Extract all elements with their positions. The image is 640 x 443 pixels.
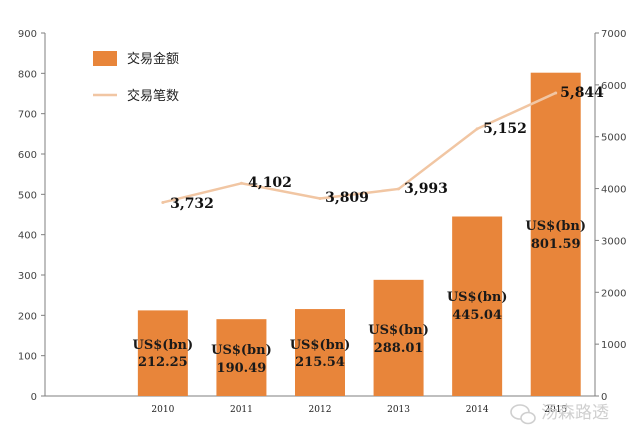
right-tick-label: 4000 xyxy=(601,185,626,196)
wechat-icon xyxy=(510,404,536,425)
bar xyxy=(137,310,188,396)
x-tick-label: 2014 xyxy=(466,405,489,415)
bar-label-value: 288.01 xyxy=(374,341,424,356)
line-label: 5,152 xyxy=(483,121,527,137)
left-tick-label: 400 xyxy=(18,231,37,242)
x-tick-label: 2015 xyxy=(544,405,567,415)
line-point xyxy=(475,127,479,131)
bar xyxy=(295,309,345,396)
left-tick-label: 700 xyxy=(18,110,37,121)
right-tick-label: 3000 xyxy=(601,236,626,247)
bar-label-value: 445.04 xyxy=(452,308,502,323)
right-tick-label: 5000 xyxy=(601,133,626,144)
line-label: 5,844 xyxy=(560,85,604,101)
right-tick-label: 0 xyxy=(601,392,607,403)
bar-label-unit: US$(bn) xyxy=(368,323,429,338)
watermark-text: 汤森路透 xyxy=(541,403,609,423)
watermark: 汤森路透 xyxy=(510,403,609,425)
bar-label-value: 190.49 xyxy=(217,361,267,376)
right-tick-label: 1000 xyxy=(601,340,626,351)
right-tick-label: 2000 xyxy=(601,288,626,299)
left-tick-label: 0 xyxy=(31,392,37,403)
left-tick-label: 600 xyxy=(18,150,37,161)
line-label: 3,993 xyxy=(404,181,448,197)
wechat-bubble-small xyxy=(520,411,536,425)
line-path xyxy=(162,91,557,204)
bar xyxy=(530,72,581,397)
x-tick-label: 2011 xyxy=(230,405,253,415)
x-tick-label: 2010 xyxy=(151,405,174,415)
line-point xyxy=(161,200,165,204)
line-label: 3,732 xyxy=(170,196,214,212)
line-label: 4,102 xyxy=(248,175,292,191)
line-point xyxy=(239,181,243,185)
axes: 0 100 200 300 400 500 600 700 800 900 0 1000 2000 300… xyxy=(18,29,627,415)
left-tick-label: 900 xyxy=(18,29,37,40)
bar-label-unit: US$(bn) xyxy=(133,338,194,353)
legend-label-line: 交易笔数 xyxy=(127,88,179,104)
bar-label-value: 215.54 xyxy=(295,355,345,370)
line-point xyxy=(318,196,322,200)
bar-label-unit: US$(bn) xyxy=(211,343,272,358)
bar xyxy=(452,216,503,396)
bar xyxy=(373,279,424,396)
left-tick-label: 200 xyxy=(18,311,37,322)
bar-label-unit: US$(bn) xyxy=(290,338,351,353)
bar xyxy=(216,319,267,396)
line-label: 3,809 xyxy=(325,190,369,206)
left-tick-label: 300 xyxy=(18,271,37,282)
line-point xyxy=(554,91,558,95)
line-point xyxy=(397,187,401,191)
left-tick-label: 500 xyxy=(18,190,37,201)
x-tick-label: 2012 xyxy=(309,405,332,415)
right-tick-label: 6000 xyxy=(601,81,626,92)
x-tick-label: 2013 xyxy=(387,405,410,415)
right-tick-label: 7000 xyxy=(601,29,626,40)
line-series xyxy=(161,91,558,204)
bar-series xyxy=(137,72,581,397)
legend-label-bar: 交易金额 xyxy=(127,51,179,67)
bar-label-value: 801.59 xyxy=(531,237,581,252)
bar-label-value: 212.25 xyxy=(138,355,188,370)
bar-label-unit: US$(bn) xyxy=(525,219,586,234)
left-tick-label: 100 xyxy=(18,352,37,363)
bar-label-unit: US$(bn) xyxy=(447,290,508,305)
data-labels: US$(bn) 212.25 US$(bn) 190.49 US$(bn) 215.54 U… xyxy=(133,85,605,376)
legend-swatch-bar xyxy=(93,51,117,66)
left-tick-label: 800 xyxy=(18,69,37,80)
